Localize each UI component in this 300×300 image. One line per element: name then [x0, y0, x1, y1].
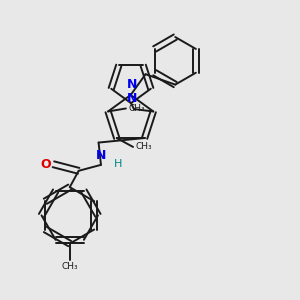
Text: CH₃: CH₃ [135, 142, 152, 152]
Text: CH₃: CH₃ [128, 104, 145, 113]
Text: N: N [96, 149, 107, 162]
Text: N: N [127, 78, 137, 91]
Text: H: H [113, 159, 122, 169]
Text: CH₃: CH₃ [61, 262, 78, 272]
Text: O: O [40, 158, 51, 171]
Text: N: N [127, 92, 138, 106]
